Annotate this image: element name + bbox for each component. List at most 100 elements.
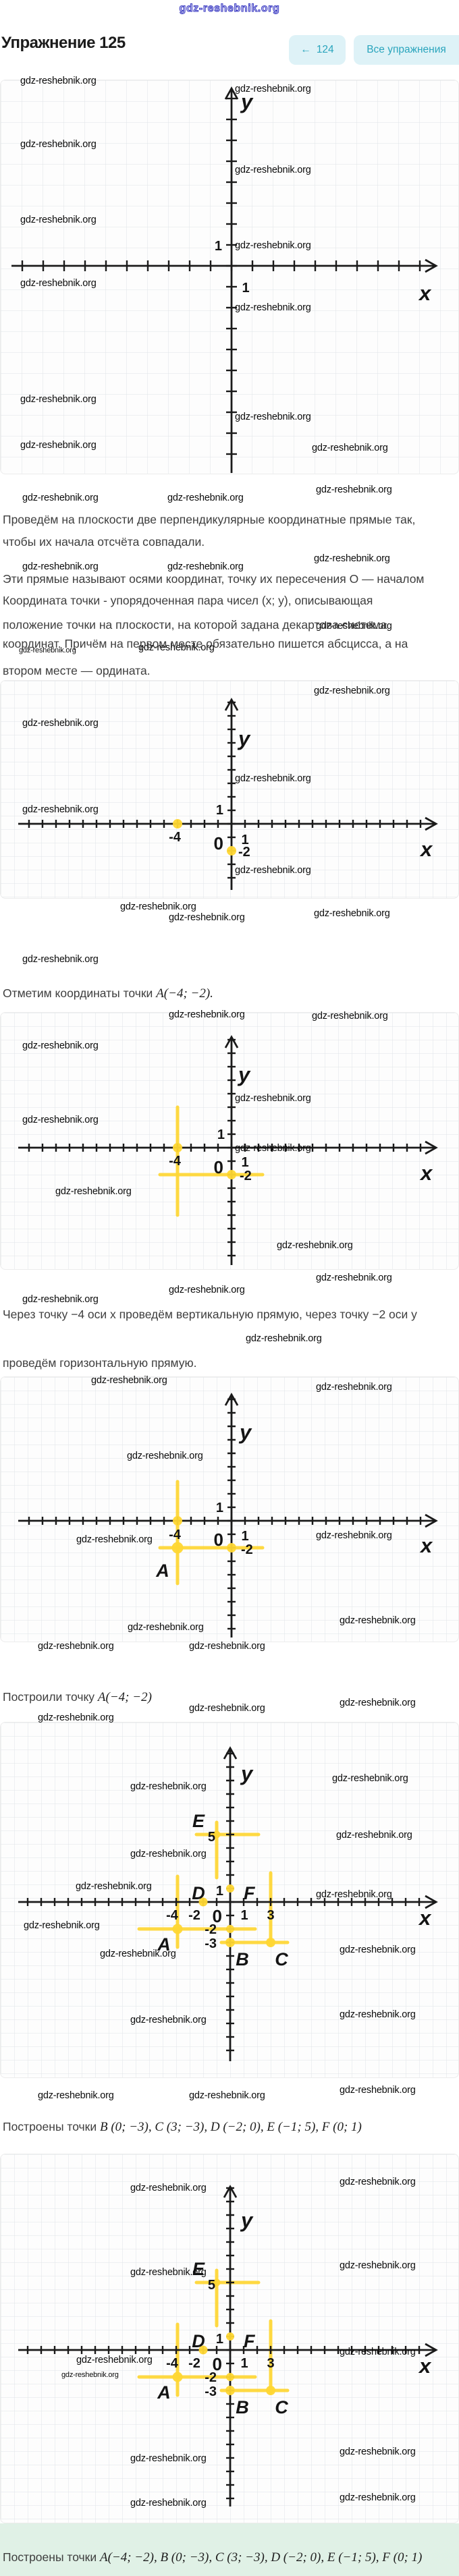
paragraph-line: положение точки на плоскости, на которой…	[3, 618, 387, 632]
x-axis-label: x	[419, 1534, 433, 1557]
tick-label-xm4: -4	[169, 1154, 182, 1169]
caption-mark-point: Отметим координаты точки A(−4; −2).	[3, 986, 213, 1001]
y-axis-ticks	[227, 701, 236, 879]
watermark: gdz-reshebnik.org	[316, 1382, 392, 1393]
watermark: gdz-reshebnik.org	[336, 1830, 412, 1841]
all-exercises-label: Все упражнения	[367, 44, 446, 55]
figure-all-points: E 5 D 1 F -4 -2 0 1 3 -2 -3 A B C x y	[0, 2154, 459, 2523]
caption-text: Отметим координаты точки	[3, 986, 157, 1000]
tick-label-y5: 5	[208, 2278, 215, 2293]
x-axis-arrow	[425, 1895, 438, 1909]
y-axis-arrow	[224, 1393, 239, 1406]
y-axis-label: y	[240, 2208, 254, 2232]
graph-paper	[1, 681, 458, 898]
watermark: gdz-reshebnik.org	[22, 561, 99, 572]
watermark: gdz-reshebnik.org	[22, 493, 99, 503]
paragraph-line: Эти прямые называют осями координат, точ…	[3, 572, 425, 586]
watermark: gdz-reshebnik.org	[316, 1530, 392, 1541]
watermark: gdz-reshebnik.org	[24, 1920, 100, 1931]
figure-construction-lines: 1 -4 0 1 -2 x y	[0, 1012, 459, 1270]
watermark: gdz-reshebnik.org	[130, 1849, 207, 1859]
watermark: gdz-reshebnik.org	[235, 412, 311, 422]
x-axis-ticks	[28, 820, 422, 828]
x-axis-arrow	[425, 258, 438, 273]
point-y-minus2	[226, 1925, 234, 1933]
watermark: gdz-reshebnik.org	[332, 1773, 408, 1784]
point-y-minus2	[227, 1543, 236, 1552]
watermark: gdz-reshebnik.org	[340, 2085, 416, 2096]
tick-label-x1: 1	[241, 833, 248, 847]
watermark: gdz-reshebnik.org	[189, 2090, 265, 2101]
point-label-F: F	[244, 1883, 256, 1903]
watermark: gdz-reshebnik.org	[127, 1451, 203, 1461]
watermark: gdz-reshebnik.org	[20, 139, 97, 150]
x-axis-label: x	[418, 281, 432, 305]
tick-label-x1: 1	[240, 2356, 248, 2371]
watermark: gdz-reshebnik.org	[167, 493, 244, 503]
watermark: gdz-reshebnik.org	[22, 1115, 99, 1125]
tick-label-xm4: -4	[169, 1528, 182, 1542]
point-label-B: B	[236, 2397, 249, 2417]
watermark: gdz-reshebnik.org	[340, 2446, 416, 2457]
caption-math: B (0; −3), C (3; −3), D (−2; 0), E (−1; …	[99, 2120, 362, 2134]
x-axis-label: x	[418, 2354, 432, 2378]
watermark: gdz-reshebnik.org	[61, 2371, 119, 2379]
y-axis-arrow	[223, 1746, 238, 1760]
tick-label-y1: 1	[216, 1884, 223, 1899]
point-A	[171, 1542, 184, 1554]
watermark: gdz-reshebnik.org	[120, 901, 196, 912]
watermark: gdz-reshebnik.org	[340, 1698, 416, 1708]
y-axis-label: y	[238, 1420, 252, 1444]
figure-empty-axes: 1 1 x y	[0, 80, 459, 474]
tick-label-y5: 5	[208, 1830, 215, 1845]
watermark: gdz-reshebnik.org	[55, 1186, 132, 1197]
caption-built-point: Построили точку A(−4; −2)	[3, 1690, 152, 1705]
tick-label-xm2: -2	[188, 2356, 200, 2371]
point-label-B: B	[236, 1949, 249, 1969]
point-E	[213, 1830, 221, 1839]
tick-label-x1: 1	[242, 281, 249, 296]
all-exercises-button[interactable]: Все упражнения	[354, 35, 459, 65]
tick-label-y1: 1	[217, 1127, 225, 1142]
tick-label-y1: 1	[216, 803, 223, 818]
figure-points-bcdef: E 5 D 1 F -4 -2 0 1 3 -2 -3 A B C x y	[0, 1722, 459, 2078]
y-axis-label: y	[237, 1063, 251, 1086]
tick-label-ym2: -2	[240, 1169, 252, 1183]
watermark: gdz-reshebnik.org	[314, 553, 390, 564]
watermark: gdz-reshebnik.org	[22, 954, 99, 965]
point-x-minus4	[173, 819, 182, 829]
watermark: gdz-reshebnik.org	[340, 1615, 416, 1626]
y-axis-arrow	[224, 1035, 239, 1048]
watermark: gdz-reshebnik.org	[169, 1285, 245, 1295]
watermark: gdz-reshebnik.org	[340, 2347, 416, 2357]
tick-label-ym3: -3	[205, 1936, 217, 1951]
prev-exercise-button[interactable]: ← 124	[289, 35, 346, 65]
point-label-C: C	[275, 1949, 288, 1969]
caption-text: Построены точки	[3, 2120, 100, 2133]
x-axis-ticks	[28, 1144, 422, 1152]
caption-math: A(−4; −2)	[97, 1690, 152, 1704]
paragraph-line: втором месте — ордината.	[3, 664, 151, 677]
point-label-D: D	[192, 2331, 205, 2351]
graph-paper	[1, 1013, 458, 1269]
origin-label: 0	[214, 1530, 223, 1550]
watermark: gdz-reshebnik.org	[19, 646, 76, 654]
watermark: gdz-reshebnik.org	[22, 1040, 99, 1051]
tick-label-xm4: -4	[169, 830, 182, 845]
watermark: gdz-reshebnik.org	[235, 773, 311, 784]
point-x-minus4	[173, 1143, 182, 1152]
point-A	[172, 1924, 183, 1934]
watermark: gdz-reshebnik.org	[235, 240, 311, 251]
y-axis-label: y	[237, 727, 251, 750]
figure-point-a: 1 -4 0 1 -2 A x y	[0, 1376, 459, 1642]
x-axis-arrow	[425, 2343, 438, 2357]
watermark: gdz-reshebnik.org	[314, 908, 390, 919]
point-F	[226, 2332, 234, 2341]
tick-label-y1: 1	[216, 2332, 223, 2347]
watermark: gdz-reshebnik.org	[22, 1294, 99, 1305]
watermark: gdz-reshebnik.org	[340, 2260, 416, 2271]
x-axis-ticks	[26, 2346, 421, 2354]
tick-label-ym2: -2	[238, 845, 250, 860]
point-y-minus2	[227, 846, 236, 856]
paragraph-line: координат. Причём на первом месте обязат…	[3, 637, 408, 650]
